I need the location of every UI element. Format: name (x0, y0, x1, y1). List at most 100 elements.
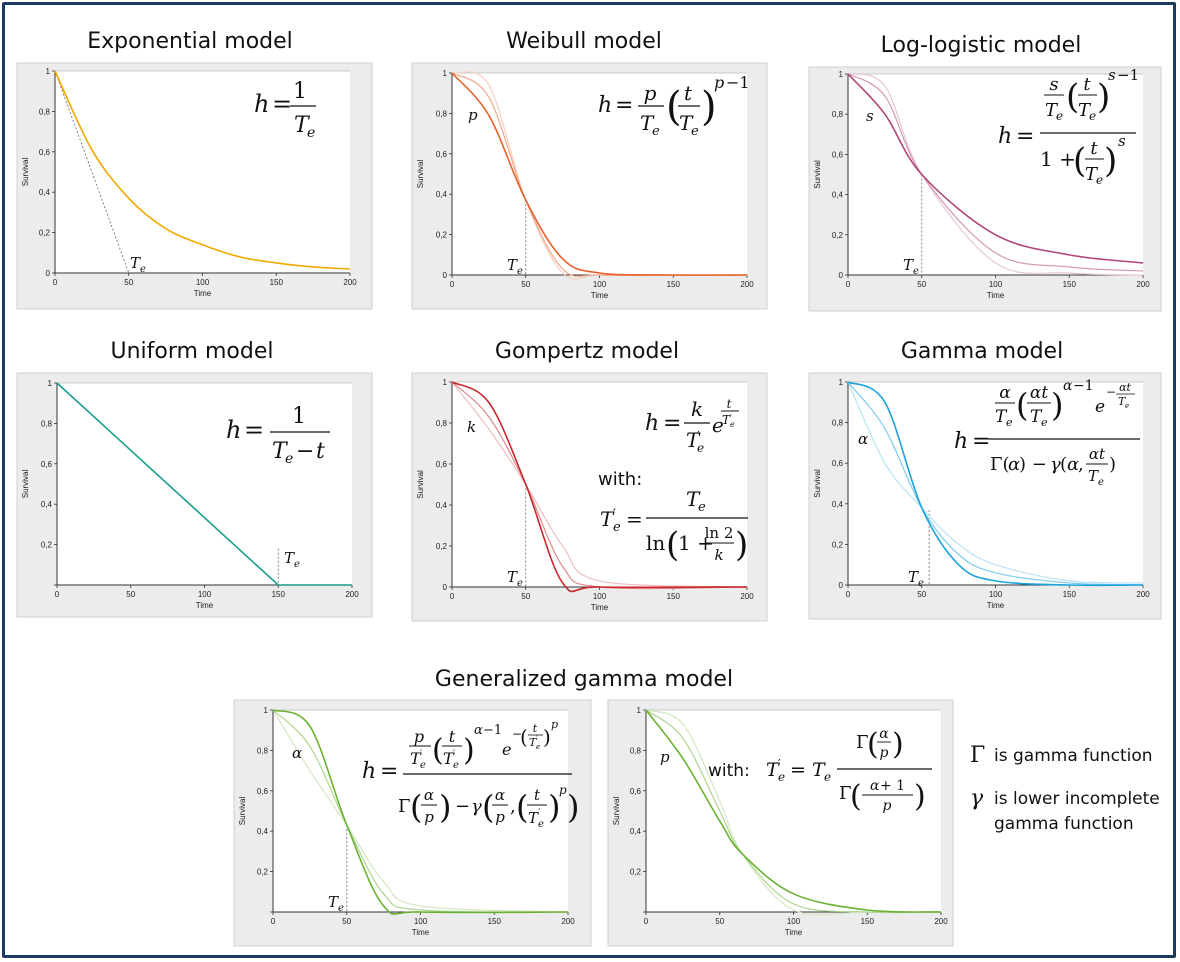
svg-text:(: ( (520, 725, 528, 749)
x-tick-label: 200 (740, 280, 754, 289)
x-tick-label: 150 (272, 590, 286, 599)
title-loglogistic: Log-logistic model (881, 33, 1082, 58)
y-tick-label: 0,8 (41, 419, 53, 428)
svg-text:e: e (778, 770, 785, 784)
svg-text:T: T (640, 111, 655, 135)
y-tick-label: 0 (443, 271, 448, 280)
with-label-gengamma: with: (708, 761, 750, 781)
series-line (847, 73, 1144, 272)
te-label: T (284, 549, 295, 567)
y-tick-label: 1 (443, 378, 448, 387)
svg-text:αt: αt (1089, 445, 1106, 463)
chart-uniform: 0 50 100 150 200 0,2 0,4 0,6 0,8 1 Time Survival T e (16, 372, 373, 618)
x-tick-label: 200 (934, 917, 948, 926)
svg-text:p: p (883, 798, 892, 814)
te-label-subscript: e (140, 264, 146, 275)
svg-text:T: T (600, 507, 615, 531)
x-tick-label: 150 (1063, 280, 1077, 289)
chart-gengamma1: 0 50 100 150 200 0,2 0,4 0,6 0,8 1 Time Survival T e α (233, 699, 592, 947)
x-tick-label: 200 (343, 278, 357, 287)
y-axis-label: Survival (238, 797, 247, 826)
svg-text:(: ( (1016, 386, 1028, 424)
svg-text:p: p (551, 718, 558, 731)
svg-text:p: p (714, 73, 724, 92)
y-tick-label: 0,2 (832, 231, 844, 240)
x-tick-label: 100 (196, 278, 210, 287)
x-tick-label: 50 (917, 280, 926, 289)
x-tick-label: 50 (521, 592, 530, 601)
svg-text:e: e (1041, 416, 1048, 429)
svg-text:−1: −1 (726, 73, 750, 92)
y-tick-label: 0,2 (436, 542, 448, 551)
y-tick-label: 0,4 (257, 827, 269, 836)
svg-text:p: p (880, 745, 889, 761)
y-axis-label: Survival (21, 470, 30, 499)
svg-text:t: t (1083, 74, 1091, 95)
svg-text:): ) (439, 788, 451, 826)
svg-text:e: e (1095, 397, 1105, 417)
y-axis-label: Survival (416, 160, 425, 189)
x-tick-label: 150 (1063, 590, 1077, 599)
svg-text:Γ: Γ (839, 783, 852, 804)
y-tick-label: 0,6 (832, 459, 844, 468)
svg-text:e: e (1056, 109, 1063, 123)
svg-text:ln 2: ln 2 (705, 524, 734, 542)
parameter-label: α (858, 430, 868, 448)
x-tick-label: 0 (450, 280, 455, 289)
svg-text:e: e (712, 413, 724, 437)
title-uniform: Uniform model (111, 339, 274, 364)
series-line (847, 73, 1144, 276)
y-tick-label: 0,4 (436, 501, 448, 510)
x-tick-label: 100 (198, 590, 212, 599)
formula-gompertz: h = k T′e e t T ′e with: T ′e = Te ln ( 1 … (598, 397, 748, 565)
y-tick-label: 0,8 (630, 746, 642, 755)
lower-gamma-note-2: gamma function (994, 814, 1134, 834)
x-tick-label: 150 (667, 280, 681, 289)
x-tick-label: 0 (450, 592, 455, 601)
series-line (272, 709, 569, 915)
svg-text:′: ′ (697, 429, 700, 443)
svg-text:): ) (548, 788, 560, 826)
svg-text:α: α (1008, 454, 1020, 475)
svg-text:ln: ln (646, 531, 665, 555)
svg-text:e: e (420, 760, 426, 771)
svg-text:(: ( (482, 788, 494, 826)
x-axis-label: Time (412, 928, 430, 937)
svg-text:−: − (455, 796, 470, 817)
y-tick-label: 1 (637, 706, 642, 715)
svg-text:T: T (443, 749, 455, 768)
title-exponential: Exponential model (87, 29, 293, 54)
te-label-subscript: e (294, 559, 300, 570)
x-tick-label: 50 (342, 917, 351, 926)
x-axis-label: Time (194, 289, 212, 298)
svg-text:e: e (652, 124, 660, 139)
svg-text:s: s (1049, 74, 1058, 95)
svg-text:T: T (1078, 100, 1092, 121)
y-tick-label: 0,4 (832, 191, 844, 200)
series-line (847, 381, 1144, 587)
svg-text:e: e (824, 770, 831, 784)
x-axis-label: Time (987, 291, 1005, 300)
svg-text:T: T (272, 439, 289, 464)
y-axis-label: Survival (612, 797, 621, 826)
svg-text:T: T (812, 759, 826, 781)
y-tick-label: 1 (46, 67, 51, 76)
te-label-subscript: e (913, 266, 919, 277)
chart-gamma: 0 50 100 150 200 0 0,2 0,4 0,6 0,8 1 Time Survival T e… (808, 372, 1162, 620)
svg-text:+ 1: + 1 (880, 778, 905, 794)
svg-text:=: = (615, 93, 633, 118)
te-label: T (903, 256, 914, 274)
svg-text:−1: −1 (1117, 66, 1139, 84)
series-line (451, 381, 748, 593)
lower-gamma-note-1: is lower incomplete (994, 789, 1160, 809)
x-axis-label: Time (591, 291, 609, 300)
series-line (847, 73, 1144, 264)
x-tick-label: 50 (521, 280, 530, 289)
y-tick-label: 0,8 (832, 419, 844, 428)
notes: Γ is gamma function γ is lower incomplet… (970, 743, 1160, 834)
y-tick-label: 0,2 (436, 231, 448, 240)
svg-text:p: p (414, 727, 424, 746)
svg-text:Γ: Γ (398, 796, 411, 817)
te-label: T (507, 568, 518, 586)
te-label-subscript: e (338, 903, 344, 914)
